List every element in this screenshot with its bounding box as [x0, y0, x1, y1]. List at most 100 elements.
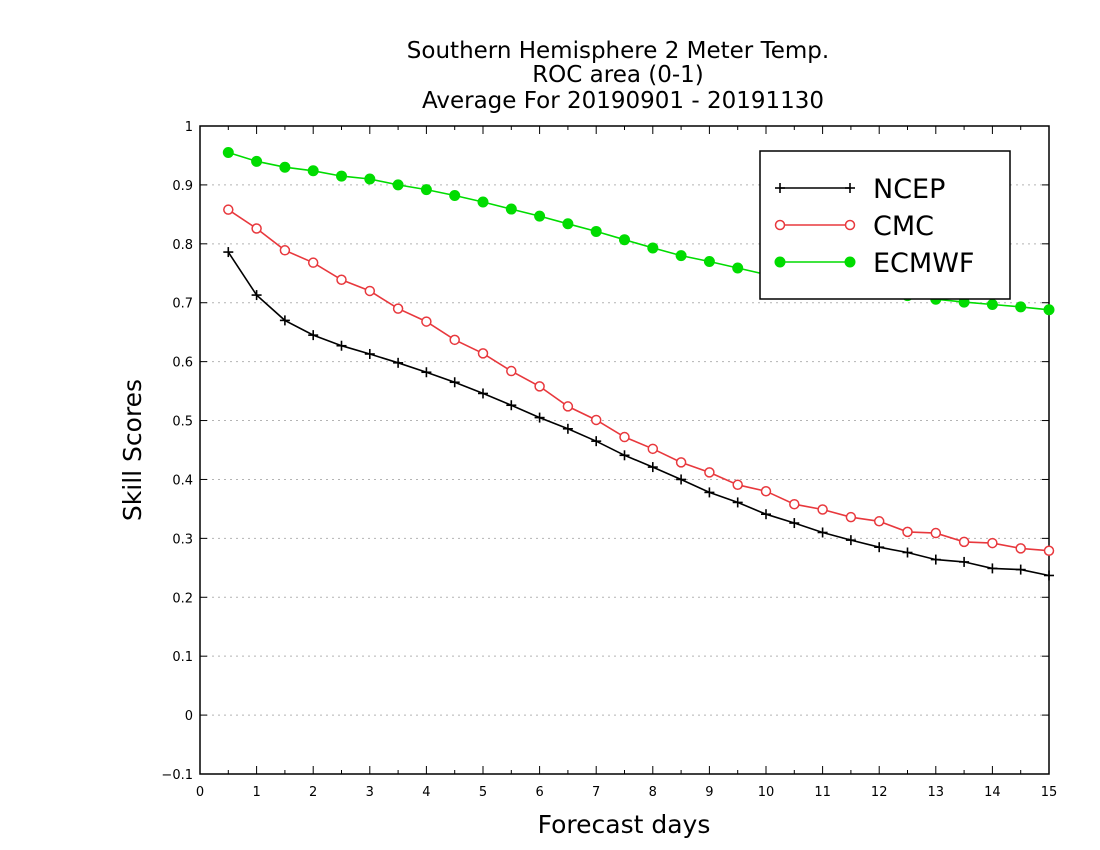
- x-tick-label: 5: [479, 785, 487, 800]
- point-ncep: [789, 518, 800, 529]
- point-cmc: [336, 274, 347, 286]
- chart-title-line-1: Southern Hemisphere 2 Meter Temp.: [407, 38, 829, 64]
- x-tick-label: 4: [422, 785, 430, 800]
- point-cmc: [647, 443, 659, 455]
- y-tick-label: 0.3: [172, 532, 193, 547]
- legend-marker-ecmwf: [774, 256, 786, 268]
- legend-label-cmc: CMC: [873, 211, 934, 242]
- y-tick-label: 0.1: [172, 650, 193, 665]
- point-ncep: [930, 554, 941, 565]
- point-cmc: [873, 516, 885, 527]
- point-cmc: [987, 537, 998, 549]
- point-ncep: [1015, 564, 1026, 575]
- point-cmc: [817, 504, 828, 515]
- legend-label-ecmwf: ECMWF: [873, 248, 974, 279]
- point-ncep: [817, 527, 828, 538]
- point-cmc: [902, 526, 913, 538]
- point-ncep: [874, 542, 885, 553]
- x-tick-label: 12: [871, 785, 888, 800]
- point-cmc: [1043, 545, 1055, 556]
- point-cmc: [364, 285, 376, 297]
- point-ncep: [1044, 570, 1054, 581]
- point-cmc: [958, 536, 970, 548]
- y-tick-label: 0.2: [172, 591, 193, 606]
- point-ncep: [704, 487, 715, 498]
- x-tick-label: 6: [535, 785, 543, 800]
- series-line-ncep: [227, 251, 1050, 577]
- point-ecmwf: [449, 190, 461, 202]
- y-tick-label: 0.7: [172, 297, 193, 312]
- x-tick-label: 3: [366, 785, 374, 800]
- y-tick-label: 0.9: [172, 179, 193, 194]
- x-tick-label: 8: [649, 785, 657, 800]
- legend-marker-cmc: [774, 219, 786, 231]
- x-tick-label: 9: [705, 785, 713, 800]
- point-cmc: [930, 527, 942, 539]
- legend-label-ncep: NCEP: [873, 174, 945, 205]
- point-cmc: [307, 257, 319, 268]
- y-axis-label: Skill Scores: [118, 379, 147, 521]
- point-ncep: [251, 290, 262, 301]
- series-ncep: [223, 247, 1054, 581]
- point-ncep: [364, 348, 375, 359]
- point-ecmwf: [420, 184, 432, 196]
- point-ncep: [676, 474, 687, 485]
- point-ecmwf: [562, 218, 574, 230]
- x-tick-label: 14: [984, 785, 1001, 800]
- point-ncep: [562, 423, 573, 434]
- point-ncep: [421, 367, 432, 378]
- point-cmc: [704, 467, 715, 478]
- legend: NCEP CMC ECMWF: [759, 150, 1011, 300]
- point-ncep: [647, 462, 658, 473]
- y-tick-label: 0: [185, 709, 193, 724]
- point-ecmwf: [675, 250, 687, 262]
- legend-item-cmc: CMC: [774, 211, 934, 242]
- point-ncep: [987, 563, 998, 574]
- point-ncep: [336, 340, 347, 351]
- point-cmc: [760, 485, 772, 497]
- point-ncep: [279, 315, 290, 326]
- point-cmc: [1015, 543, 1026, 554]
- point-ecmwf: [703, 255, 715, 267]
- point-ecmwf: [534, 210, 546, 222]
- point-ecmwf: [392, 179, 404, 191]
- x-tick-label: 15: [1041, 785, 1058, 800]
- point-cmc: [534, 381, 545, 392]
- point-ecmwf: [364, 173, 376, 185]
- point-cmc: [421, 316, 432, 327]
- x-tick-label: 11: [814, 785, 831, 800]
- chart-title-line-2: ROC area (0-1): [532, 62, 704, 88]
- point-ecmwf: [336, 170, 347, 182]
- point-cmc: [845, 511, 857, 523]
- point-ecmwf: [647, 242, 659, 254]
- point-ncep: [959, 556, 970, 567]
- legend-marker-ncep: [845, 183, 855, 193]
- point-ncep: [506, 400, 517, 411]
- point-ecmwf: [1043, 304, 1055, 316]
- y-tick-label: −0.1: [161, 768, 193, 783]
- y-axis: −0.1 0 0.1 0.2 0.3 0.4 0.5 0.6 0.7 0.8 0.9 1: [161, 120, 1049, 783]
- legend-marker-ecmwf: [844, 256, 856, 268]
- point-ncep: [732, 497, 743, 508]
- point-cmc: [732, 479, 743, 491]
- point-cmc: [251, 223, 262, 234]
- point-cmc: [675, 457, 687, 468]
- point-cmc: [562, 401, 574, 412]
- x-tick-label: 13: [928, 785, 945, 800]
- point-ecmwf: [986, 298, 998, 310]
- legend-marker-cmc: [844, 219, 856, 231]
- point-ncep: [619, 450, 630, 461]
- legend-item-ncep: NCEP: [775, 174, 945, 205]
- x-tick-label: 2: [309, 785, 317, 800]
- x-axis-label: Forecast days: [538, 810, 711, 839]
- point-ncep: [308, 330, 319, 341]
- point-cmc: [590, 414, 602, 426]
- y-tick-label: 1: [185, 120, 193, 135]
- point-ncep: [902, 547, 913, 558]
- x-tick-label: 10: [758, 785, 775, 800]
- point-ecmwf: [732, 262, 744, 274]
- y-tick-label: 0.5: [172, 415, 193, 430]
- point-ncep: [393, 357, 404, 368]
- point-ecmwf: [1015, 301, 1027, 313]
- point-cmc: [619, 431, 630, 443]
